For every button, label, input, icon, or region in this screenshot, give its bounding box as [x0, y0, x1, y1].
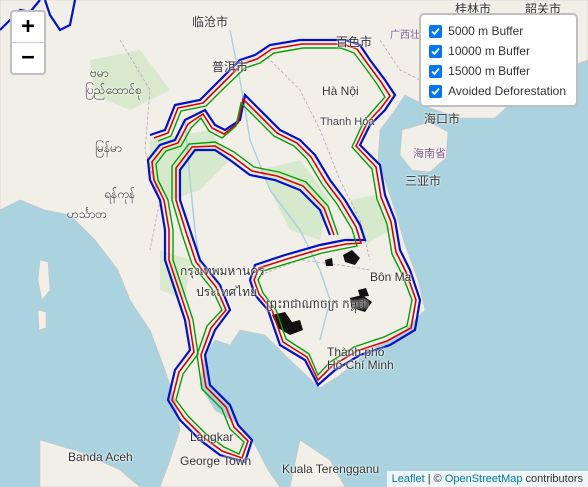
layer-label: Avoided Deforestation — [448, 84, 566, 98]
buffer-5000-layer — [155, 47, 413, 455]
river-chao-phraya — [184, 119, 201, 266]
place-cambodia: ព្រះរាជាណាចក្រ កម្ពុជា — [266, 297, 369, 311]
leaflet-link[interactable]: Leaflet — [391, 473, 425, 485]
avoided-deforestation-layer — [272, 250, 372, 335]
avoided-patch-3 — [325, 258, 333, 266]
place-myanmar-4: ရန်ကုန် — [104, 187, 136, 201]
avoided-patch-5 — [358, 288, 369, 297]
place-hainan: 海南省 — [413, 148, 446, 160]
layer-control: 5000 m Buffer 10000 m Buffer 15000 m Buf… — [419, 13, 578, 107]
layer-item-buffer-10000[interactable]: 10000 m Buffer — [429, 41, 566, 61]
place-thanh-hoa: Thanh Hóa — [320, 116, 375, 128]
zoom-in-button[interactable]: + — [21, 14, 35, 39]
checkbox-avoided-deforestation[interactable] — [429, 84, 443, 98]
attribution-separator: | © — [424, 473, 445, 485]
place-banma: Bôn Ma — [370, 270, 412, 284]
avoided-patch-1 — [272, 312, 303, 335]
place-bangkok: กรุงเทพมหานคร — [180, 264, 265, 278]
place-puer: 普洱市 — [212, 60, 249, 74]
island-1 — [37, 259, 51, 301]
attribution: Leaflet | © OpenStreetMap contributors — [386, 471, 588, 487]
place-georgetown: George Town — [180, 454, 252, 468]
place-sanya: 三亚市 — [405, 174, 442, 188]
place-thailand: ประเทศไทย — [196, 285, 258, 299]
checkbox-buffer-5000[interactable] — [429, 24, 443, 38]
river-mekong — [229, 29, 331, 341]
avoided-patch-4 — [350, 295, 372, 312]
hainan-island — [399, 121, 449, 173]
layer-item-buffer-15000[interactable]: 15000 m Buffer — [429, 61, 566, 81]
place-baise: 百色市 — [336, 35, 373, 49]
checkbox-buffer-10000[interactable] — [429, 44, 443, 58]
place-myanmar-1: ဗမာ — [90, 66, 109, 80]
place-langkawi: Langkar — [190, 430, 234, 444]
place-hcmc: Thành phố Hồ Chí Minh — [327, 345, 394, 372]
buffer-5000-outline — [155, 47, 413, 455]
osm-link[interactable]: OpenStreetMap — [444, 473, 523, 485]
sumatra-land — [39, 439, 141, 487]
place-myanmar-5: ဟင်္သာတ — [67, 207, 107, 221]
island-2 — [37, 309, 47, 331]
zoom-out-button[interactable]: − — [12, 42, 44, 73]
place-lincang: 临沧市 — [192, 15, 229, 29]
layer-item-avoided-deforestation[interactable]: Avoided Deforestation — [429, 81, 566, 101]
place-haikou: 海口市 — [424, 112, 461, 126]
place-myanmar-3: မြန်မာ — [95, 141, 122, 155]
place-myanmar-2: ပြည်ထောင်စု — [85, 83, 142, 97]
place-kuala-terengganu: Kuala Terengganu — [282, 462, 380, 476]
place-hanoi: Hà Nội — [322, 84, 359, 98]
forest-3 — [90, 50, 170, 110]
layer-item-buffer-5000[interactable]: 5000 m Buffer — [429, 21, 566, 41]
place-shaoguan: 韶关市 — [525, 2, 562, 16]
peninsula-east — [289, 439, 346, 487]
zoom-control: + − — [10, 10, 46, 75]
place-banda-aceh: Banda Aceh — [68, 450, 133, 464]
layer-label: 15000 m Buffer — [448, 64, 530, 78]
checkbox-buffer-15000[interactable] — [429, 64, 443, 78]
forest-1 — [150, 130, 230, 200]
border-1 — [119, 39, 161, 251]
buffer-10000-layer — [151, 43, 417, 460]
layer-label: 10000 m Buffer — [448, 44, 530, 58]
place-guilin: 桂林市 — [455, 2, 492, 16]
avoided-patch-2 — [343, 250, 360, 265]
layer-label: 5000 m Buffer — [448, 24, 524, 38]
attribution-contributors: contributors — [522, 473, 583, 485]
buffer-10000-outline — [151, 43, 417, 460]
border-3 — [259, 259, 371, 276]
